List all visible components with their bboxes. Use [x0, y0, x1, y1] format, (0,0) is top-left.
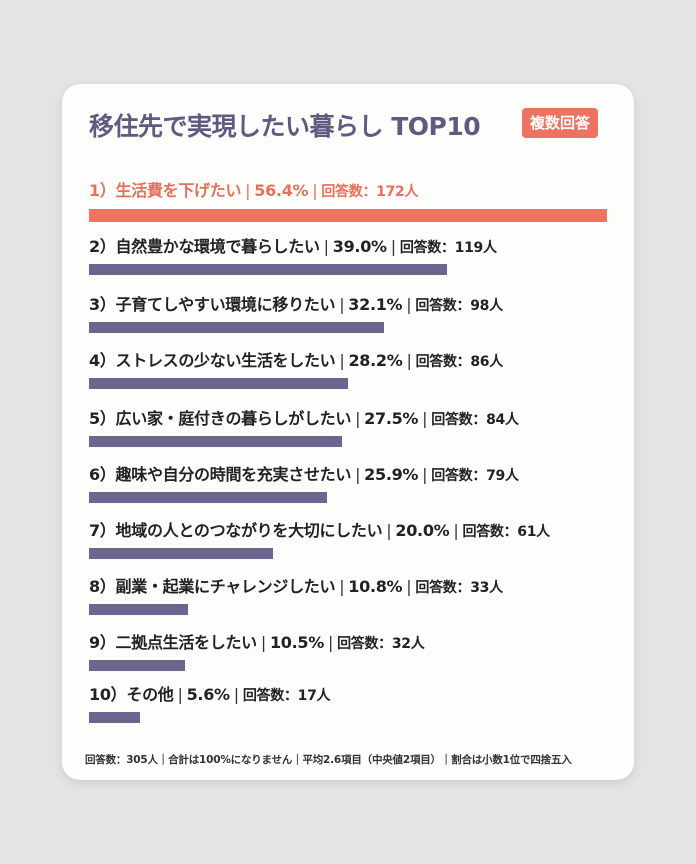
- bar: [89, 604, 188, 615]
- row-text: 地域の人とのつながりを大切にしたい: [115, 521, 383, 540]
- chart-title: 移住先で実現したい暮らし TOP10: [89, 112, 481, 141]
- chart-card: 移住先で実現したい暮らし TOP10 複数回答 1）生活費を下げたい | 56.4%…: [62, 84, 634, 780]
- chart-row: 1）生活費を下げたい | 56.4% | 回答数：172人: [89, 180, 609, 222]
- row-percent: 32.1%: [348, 295, 403, 314]
- row-text: 趣味や自分の時間を充実させたい: [115, 465, 352, 484]
- row-label: 7）地域の人とのつながりを大切にしたい | 20.0% | 回答数：61人: [89, 520, 609, 542]
- chart-row: 9）二拠点生活をしたい | 10.5% | 回答数：32人: [89, 632, 609, 671]
- separator: |: [327, 633, 334, 652]
- row-count: 回答数：32人: [337, 636, 425, 652]
- separator: |: [177, 685, 183, 704]
- separator: |: [390, 237, 396, 256]
- row-text: 自然豊かな環境で暮らしたい: [115, 237, 320, 256]
- bar: [89, 209, 607, 222]
- row-percent: 10.8%: [348, 577, 403, 596]
- row-count: 回答数：172人: [321, 184, 419, 200]
- row-percent: 39.0%: [332, 237, 387, 256]
- chart-row: 7）地域の人とのつながりを大切にしたい | 20.0% | 回答数：61人: [89, 520, 609, 559]
- row-percent: 5.6%: [186, 685, 230, 704]
- separator: |: [355, 409, 361, 428]
- row-label: 9）二拠点生活をしたい | 10.5% | 回答数：32人: [89, 632, 609, 654]
- bar: [89, 378, 348, 389]
- separator: |: [312, 181, 318, 200]
- row-label: 2）自然豊かな環境で暮らしたい | 39.0% | 回答数：119人: [89, 236, 609, 258]
- chart-row: 2）自然豊かな環境で暮らしたい | 39.0% | 回答数：119人: [89, 236, 609, 275]
- chart-row: 5）広い家・庭付きの暮らしがしたい | 27.5% | 回答数：84人: [89, 408, 609, 447]
- row-count: 回答数：33人: [415, 580, 503, 596]
- row-percent: 25.9%: [364, 465, 419, 484]
- separator: |: [233, 685, 239, 704]
- row-text: その他: [126, 685, 174, 704]
- separator: |: [339, 577, 345, 596]
- row-label: 5）広い家・庭付きの暮らしがしたい | 27.5% | 回答数：84人: [89, 408, 609, 430]
- separator: |: [339, 295, 345, 314]
- chart-row: 10）その他 | 5.6% | 回答数：17人: [89, 684, 609, 723]
- row-percent: 27.5%: [364, 409, 419, 428]
- row-rank: 3）: [89, 295, 116, 314]
- row-label: 4）ストレスの少ない生活をしたい | 28.2% | 回答数：86人: [89, 350, 609, 372]
- row-label: 3）子育てしやすい環境に移りたい | 32.1% | 回答数：98人: [89, 294, 609, 316]
- bar: [89, 492, 327, 503]
- row-percent: 10.5%: [269, 633, 324, 652]
- row-label: 8）副業・起業にチャレンジしたい | 10.8% | 回答数：33人: [89, 576, 609, 598]
- separator: |: [453, 521, 459, 540]
- row-text: ストレスの少ない生活をしたい: [115, 351, 336, 370]
- row-rank: 5）: [89, 409, 116, 428]
- separator: |: [260, 633, 266, 652]
- bar: [89, 322, 384, 333]
- row-text: 広い家・庭付きの暮らしがしたい: [115, 409, 352, 428]
- chart-row: 8）副業・起業にチャレンジしたい | 10.8% | 回答数：33人: [89, 576, 609, 615]
- row-count: 回答数：119人: [399, 240, 497, 256]
- row-rank: 2）: [89, 237, 116, 256]
- row-rank: 4）: [89, 351, 116, 370]
- row-label: 6）趣味や自分の時間を充実させたい | 25.9% | 回答数：79人: [89, 464, 609, 486]
- row-text: 副業・起業にチャレンジしたい: [115, 577, 336, 596]
- separator: |: [386, 521, 392, 540]
- row-rank: 8）: [89, 577, 116, 596]
- bar: [89, 712, 140, 723]
- separator: |: [406, 351, 412, 370]
- footer-note: 回答数：305人｜合計は100%になりません｜平均2.6項目（中央値2項目）｜割…: [85, 754, 572, 766]
- separator: |: [406, 577, 412, 596]
- multiple-answer-badge: 複数回答: [522, 108, 599, 138]
- row-rank: 7）: [89, 521, 116, 540]
- bar: [89, 660, 185, 671]
- separator: |: [422, 409, 428, 428]
- separator: |: [339, 351, 345, 370]
- row-rank: 6）: [89, 465, 116, 484]
- separator: |: [422, 465, 428, 484]
- bar: [89, 548, 273, 559]
- row-text: 二拠点生活をしたい: [115, 633, 258, 652]
- row-rank: 9）: [89, 633, 116, 652]
- bar: [89, 436, 342, 447]
- bar: [89, 264, 447, 275]
- separator: |: [323, 237, 329, 256]
- separator: |: [406, 295, 412, 314]
- row-count: 回答数：79人: [431, 468, 519, 484]
- chart-row: 3）子育てしやすい環境に移りたい | 32.1% | 回答数：98人: [89, 294, 609, 333]
- row-count: 回答数：98人: [415, 298, 503, 314]
- row-percent: 20.0%: [395, 521, 450, 540]
- row-count: 回答数：61人: [462, 524, 551, 540]
- chart-row: 4）ストレスの少ない生活をしたい | 28.2% | 回答数：86人: [89, 350, 609, 389]
- row-rank: 1）: [89, 181, 116, 200]
- row-percent: 28.2%: [348, 351, 403, 370]
- row-count: 回答数：84人: [431, 412, 519, 428]
- row-percent: 56.4%: [254, 181, 309, 200]
- row-label: 10）その他 | 5.6% | 回答数：17人: [89, 684, 609, 706]
- row-text: 生活費を下げたい: [115, 181, 242, 200]
- row-text: 子育てしやすい環境に移りたい: [115, 295, 336, 314]
- row-count: 回答数：86人: [415, 354, 504, 370]
- row-label: 1）生活費を下げたい | 56.4% | 回答数：172人: [89, 180, 609, 202]
- separator: |: [355, 465, 361, 484]
- chart-row: 6）趣味や自分の時間を充実させたい | 25.9% | 回答数：79人: [89, 464, 609, 503]
- row-rank: 10）: [89, 685, 127, 704]
- separator: |: [245, 181, 251, 200]
- row-count: 回答数：17人: [242, 688, 331, 704]
